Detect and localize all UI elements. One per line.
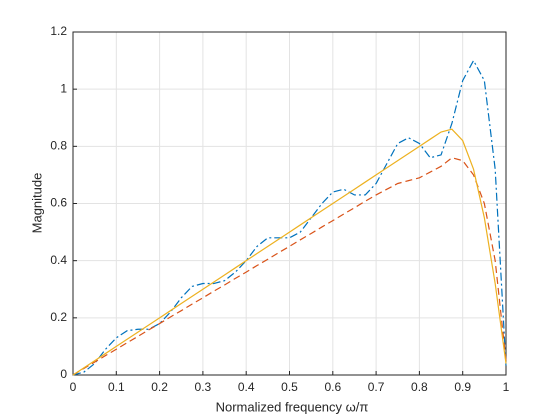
- x-tick-label: 1: [503, 380, 510, 394]
- series-line: [72, 157, 507, 376]
- x-axis-label: Normalized frequency ω/π: [216, 399, 369, 414]
- y-tick-label: 0.6: [50, 196, 67, 210]
- y-tick-label: 0: [60, 367, 67, 381]
- y-tick-label: 1.2: [50, 24, 67, 38]
- x-tick-label: 0: [70, 380, 77, 394]
- x-tick-label: 0.3: [195, 380, 212, 394]
- x-tick-label: 0.6: [324, 380, 341, 394]
- y-axis-label: Magnitude: [29, 173, 44, 234]
- series-line: [72, 128, 507, 376]
- y-tick-label: 0.8: [50, 139, 67, 153]
- plot-frame: [72, 31, 507, 376]
- x-tick-label: 0.5: [281, 380, 298, 394]
- y-tick-label: 0.2: [50, 310, 67, 324]
- x-tick-label: 0.1: [108, 380, 125, 394]
- x-tick-label: 0.9: [454, 380, 471, 394]
- x-tick-label: 0.7: [368, 380, 385, 394]
- x-tick-label: 0.8: [411, 380, 428, 394]
- y-tick-label: 1: [60, 81, 67, 95]
- series-line: [72, 59, 507, 376]
- y-tick-label: 0.4: [50, 253, 67, 267]
- x-tick-label: 0.2: [151, 380, 168, 394]
- x-tick-label: 0.4: [238, 380, 255, 394]
